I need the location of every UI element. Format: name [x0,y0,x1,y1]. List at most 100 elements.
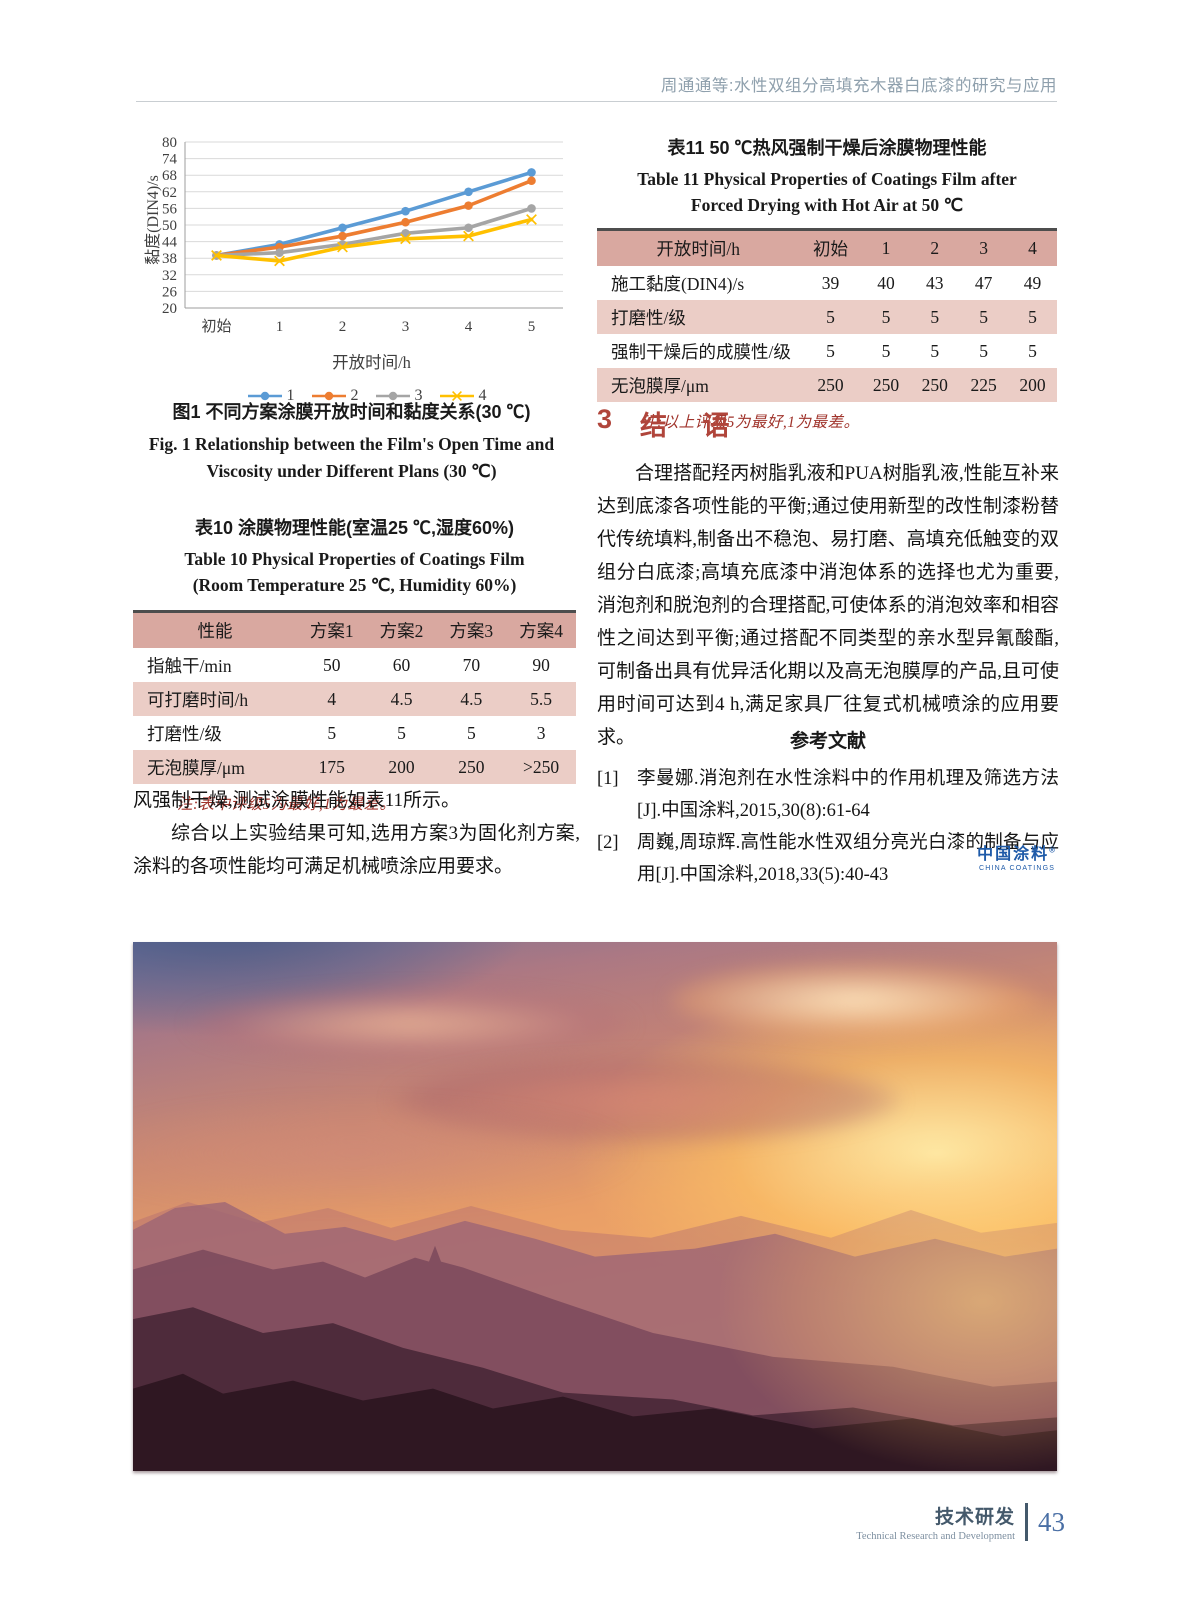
table-row: 打磨性/级 5 5 5 5 5 [597,300,1057,334]
figure1-caption-en-line2: Viscosity under Different Plans (30 ℃) [206,461,497,481]
x-tick-label: 1 [276,319,284,335]
cell-value: 250 [458,756,485,777]
figure1-caption-en-line1: Fig. 1 Relationship between the Film's O… [148,434,555,454]
row-label: 打磨性/级 [147,723,222,744]
chart-y-axis-label: 黏度(DIN4)/s [145,175,162,265]
data-point-marker [337,241,348,253]
data-point-marker [527,204,536,213]
chart-series-line [214,206,534,258]
table-row: 无泡膜厚/μm 175 200 250 >250 [133,750,576,784]
section-heading: 3 结 语 [597,404,1059,443]
page-number: 43 [1038,1506,1065,1537]
references: 参考文献 [1] 李曼娜.消泡剂在水性涂料中的作用机理及筛选方法[J].中国涂料… [597,726,1059,891]
table-row: 无泡膜厚/μm 250 250 250 225 200 [597,368,1057,402]
column-header: 方案4 [506,611,576,648]
legend-label: 4 [478,387,487,404]
page-footer: 技术研发 Technical Research and Development … [856,1502,1065,1542]
cell-value: 5 [881,306,891,327]
table11-title-cn: 表11 50 ℃热风强制干燥后涂膜物理性能 [667,138,987,158]
cell-value: 5 [1028,306,1037,327]
table10: 性能 方案1 方案2 方案3 方案4 指触干/min 50 60 70 90 可打磨时间/h 4 4.5… [133,610,576,784]
y-tick-label: 50 [162,218,177,234]
cell-value: 5 [930,340,940,361]
column-header: 3 [959,229,1009,266]
legend-label: 2 [350,387,359,404]
logo-text-en: CHINA COATINGS [978,865,1056,872]
row-label: 强制干燥后的成膜性/级 [611,341,791,362]
row-label: 打磨性/级 [611,307,686,328]
x-tick-label: 5 [528,319,536,335]
data-point-marker [464,201,473,210]
table-row: 可打磨时间/h 4 4.5 4.5 5.5 [133,682,576,716]
chart-series-line [214,178,534,258]
table-row: 强制干燥后的成膜性/级 5 5 5 5 5 [597,334,1057,368]
x-tick-label: 4 [465,319,473,335]
legend-label: 3 [414,387,423,404]
x-tick-label: 3 [402,319,410,335]
footer-section-cn: 技术研发 [934,1507,1015,1528]
cell-value: 5 [826,306,835,327]
figure1-line-chart: 黏度(DIN4)/s 20 26 32 38 44 50 56 62 68 74 80 初始 1 2 3 4 5… [133,135,570,405]
sunset-mountains-photo [133,942,1057,1471]
cell-value: 5 [881,340,891,361]
references-heading: 参考文献 [789,731,866,752]
paragraph: 风强制干燥,测试涂膜性能如表11所示。 [133,790,461,811]
left-column-text: 风强制干燥,测试涂膜性能如表11所示。 综合以上实验结果可知,选用方案3为固化剂… [133,784,580,883]
data-point-marker [338,223,347,233]
y-tick-label: 62 [162,185,177,201]
cell-value: 4.5 [390,688,413,709]
cell-value: 5 [1028,340,1037,361]
table11: 开放时间/h 初始 1 2 3 4 施工黏度(DIN4)/s 39 40 43 47 49 打磨性/级 5… [597,228,1057,402]
cell-value: 47 [974,272,993,293]
cell-value: 3 [536,722,546,743]
cell-value: 250 [921,374,948,395]
table10-title: 表10 涂膜物理性能(室温25 ℃,湿度60%) Table 10 Physic… [133,514,576,598]
cell-value: 250 [872,374,900,395]
cell-value: 200 [1019,374,1046,395]
table11-note: 注:以上评级5为最好,1为最差。 [641,414,860,431]
table11-title-en-line1: Table 11 Physical Properties of Coatings… [637,169,1017,189]
cell-value: 5 [979,306,989,327]
data-point-marker [464,187,473,197]
china-coatings-logo: 中国涂料® CHINA COATINGS [977,840,1057,872]
legend-item: 3 [375,387,423,405]
running-head: 周通通等:水性双组分高填充木器白底漆的研究与应用 [660,77,1057,95]
column-header: 1 [861,229,911,266]
legend-item: 1 [247,387,295,405]
column-header: 4 [1008,229,1057,266]
column-header: 初始 [799,229,862,266]
cell-value: 49 [1023,272,1042,293]
column-header: 性能 [133,611,297,648]
table11-title-en-line2: Forced Drying with Hot Air at 50 ℃ [690,195,964,215]
cell-value: 225 [970,374,997,395]
legend-item: 4 [439,387,487,405]
cell-value: 5 [466,722,476,743]
cell-value: 39 [821,272,840,293]
table-row: 打磨性/级 5 5 5 3 [133,716,576,750]
legend-marker-icon [247,391,282,401]
column-header: 开放时间/h [597,229,800,266]
y-tick-label: 56 [162,201,178,217]
data-point-marker [527,168,536,177]
cell-value: 70 [462,654,481,675]
data-point-marker [527,176,536,186]
reference-text: 周巍,周琼辉.高性能水性双组分亮光白漆的制备与应用[J].中国涂料,2018,3… [637,833,1059,885]
cell-value: 50 [323,654,341,675]
table10-note: 注:表中评级5为最好,1为最差。 [177,796,396,813]
cell-value: 4 [327,688,337,709]
y-tick-label: 20 [162,301,177,317]
data-point-marker [211,250,222,261]
column-header: 2 [910,229,960,266]
legend-label: 1 [286,387,295,404]
y-tick-label: 74 [162,152,178,168]
sun-glow-overlay [133,942,1057,1471]
table-row: 施工黏度(DIN4)/s 39 40 43 47 49 [597,266,1057,300]
data-point-marker [274,255,285,267]
paragraph: 综合以上实验结果可知,选用方案3为固化剂方案,涂料的各项性能均可满足机械喷涂应用… [133,823,580,877]
y-tick-label: 68 [162,168,177,184]
table11-block: 表11 50 ℃热风强制干燥后涂膜物理性能 Table 11 Physical … [597,134,1057,432]
table10-title-en-line2: (Room Temperature 25 ℃, Humidity 60%) [192,575,517,595]
reference-text: 李曼娜.消泡剂在水性涂料中的作用机理及筛选方法[J].中国涂料,2015,30(… [637,769,1059,821]
cell-value: 90 [532,654,550,675]
